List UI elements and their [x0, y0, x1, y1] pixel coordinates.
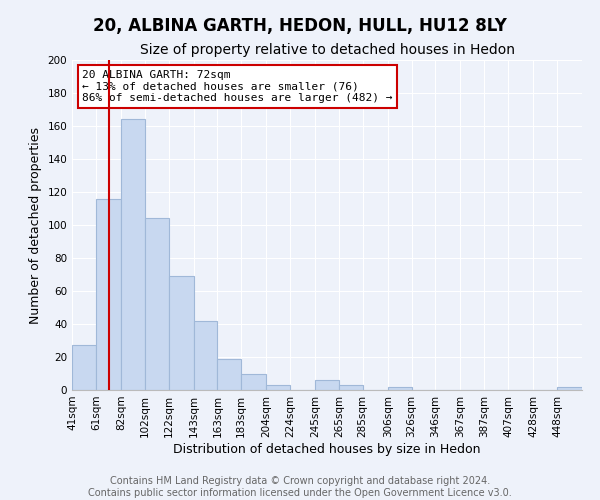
Y-axis label: Number of detached properties: Number of detached properties [29, 126, 42, 324]
Bar [388, 386, 412, 390]
Bar [217, 358, 241, 390]
Bar [194, 320, 217, 390]
Bar [145, 218, 169, 390]
Text: 20, ALBINA GARTH, HEDON, HULL, HU12 8LY: 20, ALBINA GARTH, HEDON, HULL, HU12 8LY [93, 18, 507, 36]
Bar [241, 374, 266, 390]
Bar [169, 276, 194, 390]
Text: 20 ALBINA GARTH: 72sqm
← 13% of detached houses are smaller (76)
86% of semi-det: 20 ALBINA GARTH: 72sqm ← 13% of detached… [82, 70, 392, 103]
Bar [96, 198, 121, 390]
X-axis label: Distribution of detached houses by size in Hedon: Distribution of detached houses by size … [173, 442, 481, 456]
Title: Size of property relative to detached houses in Hedon: Size of property relative to detached ho… [139, 44, 515, 58]
Bar [266, 385, 290, 390]
Bar [557, 386, 582, 390]
Bar [315, 380, 339, 390]
Bar [339, 385, 363, 390]
Bar [72, 346, 96, 390]
Bar [121, 120, 145, 390]
Text: Contains HM Land Registry data © Crown copyright and database right 2024.
Contai: Contains HM Land Registry data © Crown c… [88, 476, 512, 498]
